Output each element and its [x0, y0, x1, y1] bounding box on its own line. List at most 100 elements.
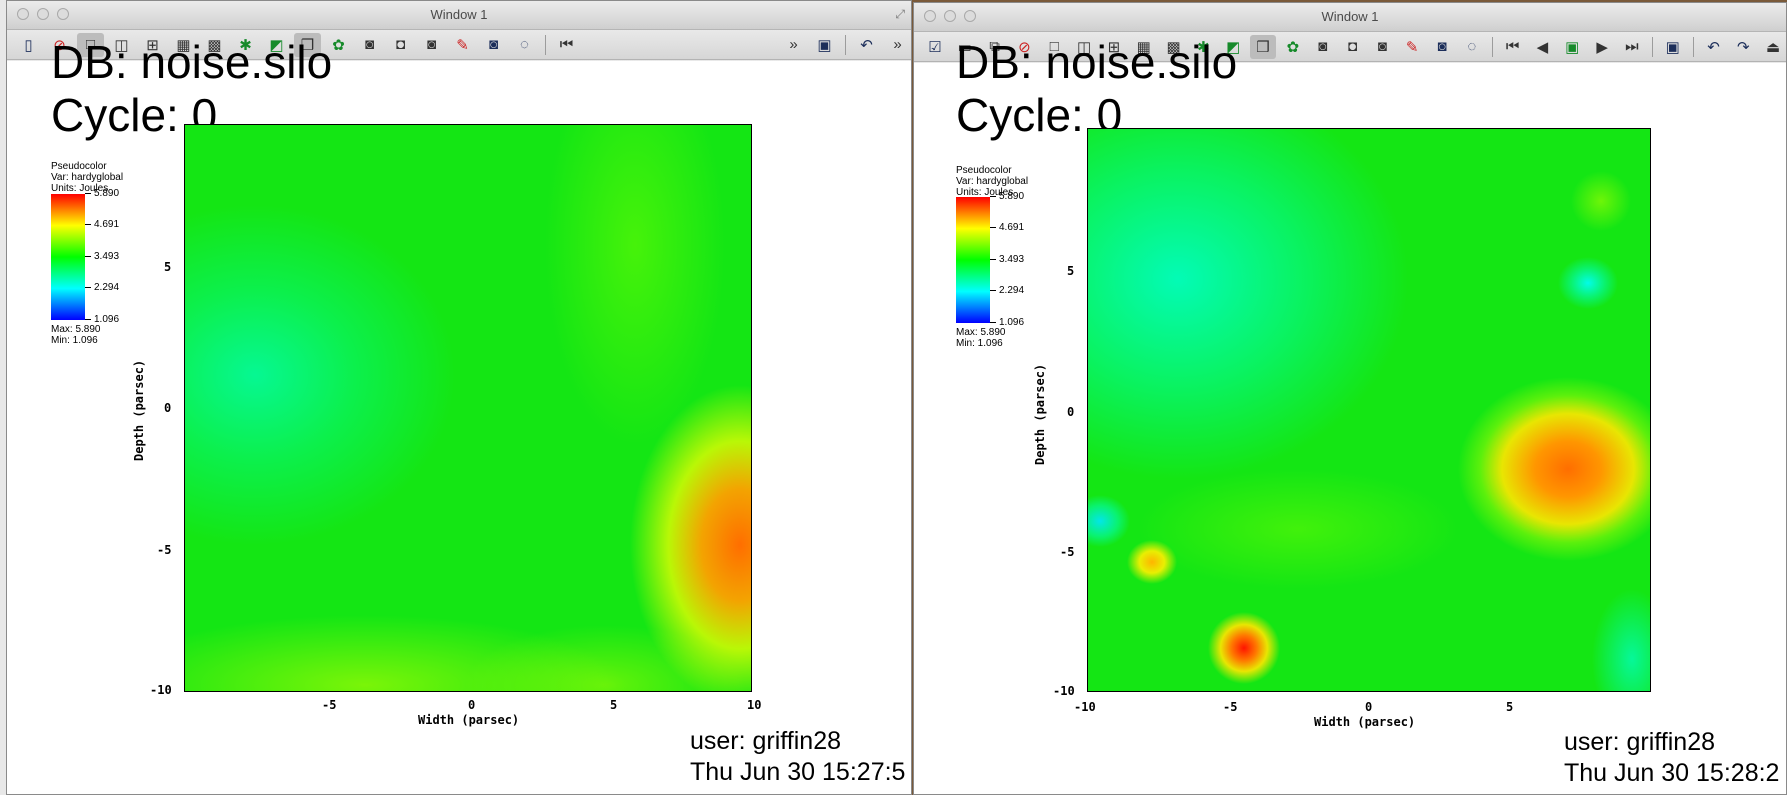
- undo-icon[interactable]: ↶: [860, 36, 873, 54]
- minimize-window-button[interactable]: [37, 8, 49, 20]
- checkbox-icon[interactable]: ☑: [928, 38, 942, 56]
- y-tick-label: -5: [157, 543, 172, 557]
- stamp-icon[interactable]: ⏏: [1766, 38, 1781, 56]
- legend-units: Units: Joules: [956, 187, 1014, 198]
- copy-view-icon[interactable]: ◙: [364, 36, 375, 53]
- play-icon[interactable]: ▶: [1596, 38, 1608, 56]
- zoom-window-button[interactable]: [57, 8, 69, 20]
- spin-icon[interactable]: ◌: [1467, 38, 1477, 55]
- clone-window-icon[interactable]: ⧉: [989, 38, 1000, 55]
- layout-1x2-icon[interactable]: ◫: [1076, 38, 1092, 56]
- lock-time-icon[interactable]: ◩: [1226, 38, 1241, 56]
- y-tick-label: 5: [164, 260, 172, 274]
- colorbar-tick-label: 5.890: [990, 191, 1024, 202]
- save-camera-icon[interactable]: ◘: [1347, 38, 1358, 55]
- render-area[interactable]: DB: noise.silo Cycle: 0 Pseudocolor Var:…: [7, 39, 911, 794]
- layout-3x3-icon[interactable]: ▩: [1166, 38, 1181, 56]
- pick-icon[interactable]: ✎: [1405, 38, 1419, 56]
- pick-icon[interactable]: ✎: [456, 36, 469, 54]
- layout-3x3-icon[interactable]: ▩: [207, 36, 222, 54]
- spin-icon[interactable]: ◌: [520, 36, 529, 53]
- x-tick-label: -5: [322, 698, 337, 712]
- clear-icon[interactable]: ⊘: [1018, 38, 1031, 56]
- layout-2x2-icon[interactable]: ⊞: [1107, 38, 1121, 56]
- render-area[interactable]: DB: noise.silo Cycle: 0 Pseudocolor Var:…: [914, 39, 1786, 794]
- colorbar-tick-label: 1.096: [990, 317, 1024, 328]
- undo-icon[interactable]: ↶: [1707, 38, 1720, 56]
- desktop-background: [0, 0, 10, 795]
- window-titlebar[interactable]: Window 1 ⤢: [7, 1, 911, 30]
- legend-block: Pseudocolor Var: hardyglobal Units: Joul…: [956, 165, 1028, 198]
- copy-view-icon[interactable]: ◙: [1318, 38, 1328, 55]
- x-axis-label: Width (parsec): [1314, 715, 1416, 729]
- import-icon[interactable]: ▯: [24, 36, 33, 54]
- layout-1x1-icon[interactable]: □: [77, 32, 104, 57]
- legend-minmax: Max: 5.890 Min: 1.096: [51, 324, 100, 346]
- recenter-icon[interactable]: ◙: [488, 36, 499, 53]
- window-title: Window 1: [430, 7, 488, 22]
- colorbar-tick-label: 2.294: [85, 282, 119, 293]
- legend-plot-type: Pseudocolor: [956, 165, 1012, 176]
- lock-view-icon[interactable]: ✱: [239, 36, 252, 54]
- rewind-icon[interactable]: ⏮: [559, 36, 574, 53]
- lock-camera-icon[interactable]: ◙: [426, 36, 437, 53]
- colorbar-tick-label: 1.096: [85, 314, 119, 325]
- window-controls: [924, 10, 976, 22]
- lock-camera-icon[interactable]: ◙: [1377, 38, 1387, 55]
- toolbar-separator: [845, 34, 846, 55]
- command-icon[interactable]: ▣: [817, 36, 832, 54]
- user-label: user: griffin28: [1564, 728, 1716, 756]
- x-tick-label: -5: [1223, 700, 1238, 714]
- fullscreen-icon[interactable]: ⤢: [895, 7, 905, 21]
- window-controls: [17, 8, 69, 20]
- color-bar: [51, 194, 85, 320]
- clear-icon[interactable]: ⊘: [53, 36, 66, 54]
- zoom-window-button[interactable]: [964, 10, 976, 22]
- command-icon[interactable]: ▣: [1665, 38, 1680, 56]
- x-tick-label: -10: [1074, 700, 1096, 714]
- pseudocolor-plot[interactable]: [1087, 128, 1651, 692]
- minimize-window-button[interactable]: [944, 10, 956, 22]
- layout-2x2-icon[interactable]: ⊞: [146, 36, 159, 54]
- perspective-icon[interactable]: ❒: [1250, 34, 1276, 59]
- step-back-icon[interactable]: ◀: [1536, 38, 1549, 56]
- legend-block: Pseudocolor Var: hardyglobal Units: Joul…: [51, 161, 123, 194]
- layout-2x3-icon[interactable]: ▦: [176, 36, 191, 54]
- rewind-icon[interactable]: ⏮: [1505, 38, 1520, 55]
- x-tick-label: 0: [468, 698, 476, 712]
- close-window-button[interactable]: [17, 8, 29, 20]
- colorbar-tick-label: 4.691: [85, 219, 119, 230]
- legend-plot-type: Pseudocolor: [51, 161, 107, 172]
- legend-var: Var: hardyglobal: [956, 176, 1029, 187]
- layout-2x3-icon[interactable]: ▦: [1136, 38, 1151, 56]
- colorbar-tick-label: 3.493: [990, 254, 1024, 265]
- close-window-button[interactable]: [924, 10, 936, 22]
- window-titlebar[interactable]: Window 1: [914, 3, 1786, 32]
- y-axis-label: Depth (parsec): [132, 359, 146, 461]
- green-camera-icon[interactable]: ✿: [332, 36, 345, 54]
- perspective-icon[interactable]: ❒: [294, 32, 321, 57]
- more-icon-2[interactable]: »: [893, 36, 902, 53]
- pseudocolor-plot[interactable]: [184, 124, 752, 692]
- redo-icon[interactable]: ↷: [1737, 38, 1750, 56]
- x-tick-label: 5: [610, 698, 618, 712]
- layout-1x1-icon[interactable]: □: [1049, 38, 1059, 55]
- stop-icon[interactable]: ▣: [1565, 38, 1580, 56]
- recenter-icon[interactable]: ◙: [1437, 38, 1447, 55]
- new-window-icon[interactable]: ▭: [957, 38, 972, 56]
- toolbar-separator: [545, 34, 546, 55]
- green-camera-icon[interactable]: ✿: [1286, 38, 1300, 56]
- layout-1x2-icon[interactable]: ◫: [114, 36, 129, 54]
- window-title: Window 1: [1321, 9, 1379, 24]
- user-label: user: griffin28: [690, 727, 842, 755]
- lock-time-icon[interactable]: ◩: [269, 36, 284, 54]
- save-camera-icon[interactable]: ◘: [395, 36, 406, 53]
- lock-view-icon[interactable]: ✱: [1197, 38, 1210, 56]
- colorbar-tick-label: 3.493: [85, 251, 119, 262]
- x-tick-label: 10: [747, 698, 762, 712]
- main-toolbar: ▯ ⊘ □ ◫ ⊞ ▦ ▩ ✱ ◩ ❒ ✿ ◙ ◘ ◙ ✎ ◙ ◌ ⏮ » ▣ …: [7, 30, 911, 60]
- visit-window-left: Window 1 ⤢ ▯ ⊘ □ ◫ ⊞ ▦ ▩ ✱ ◩ ❒ ✿ ◙ ◘ ◙ ✎…: [6, 0, 912, 795]
- fast-forward-icon[interactable]: ⏭: [1625, 38, 1639, 55]
- y-tick-label: 5: [1067, 264, 1075, 278]
- more-icon[interactable]: »: [789, 36, 798, 53]
